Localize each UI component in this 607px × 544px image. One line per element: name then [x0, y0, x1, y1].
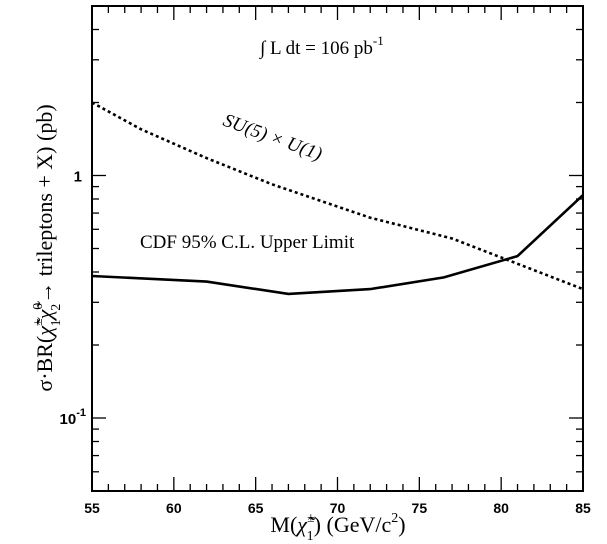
- theory-curve-label: SU(5) × U(1): [220, 110, 325, 165]
- limit-curve-label: CDF 95% C.L. Upper Limit: [140, 232, 355, 253]
- x-tick-label: 75: [412, 500, 428, 516]
- series-limit-line: [91, 194, 584, 296]
- x-tick-label: 55: [84, 500, 100, 516]
- x-tick-label: 70: [330, 500, 346, 516]
- x-axis-title: M(χ̃± 1) (GeV/c2): [270, 511, 405, 544]
- y-tick-label: 1: [74, 169, 82, 186]
- y-axis-title: σ·BR(χ̃± 1χ̃0 2→ trileptons + X) (pb): [31, 104, 64, 391]
- x-tick-label: 85: [575, 500, 591, 516]
- y-tick-label: 10-1: [60, 407, 86, 428]
- series-theory-line: [91, 101, 584, 291]
- annotations: 55 60 65 70 75 80 85 1 10-1 ∫ L dt = 106 pb-1 CDF …: [31, 33, 591, 544]
- x-tick-label: 60: [166, 500, 182, 516]
- x-tick-label: 65: [248, 500, 264, 516]
- luminosity-label: ∫ L dt = 106 pb-1: [259, 33, 384, 60]
- x-tick-label: 80: [493, 500, 509, 516]
- series-layer: [91, 101, 584, 296]
- axes: [91, 5, 584, 492]
